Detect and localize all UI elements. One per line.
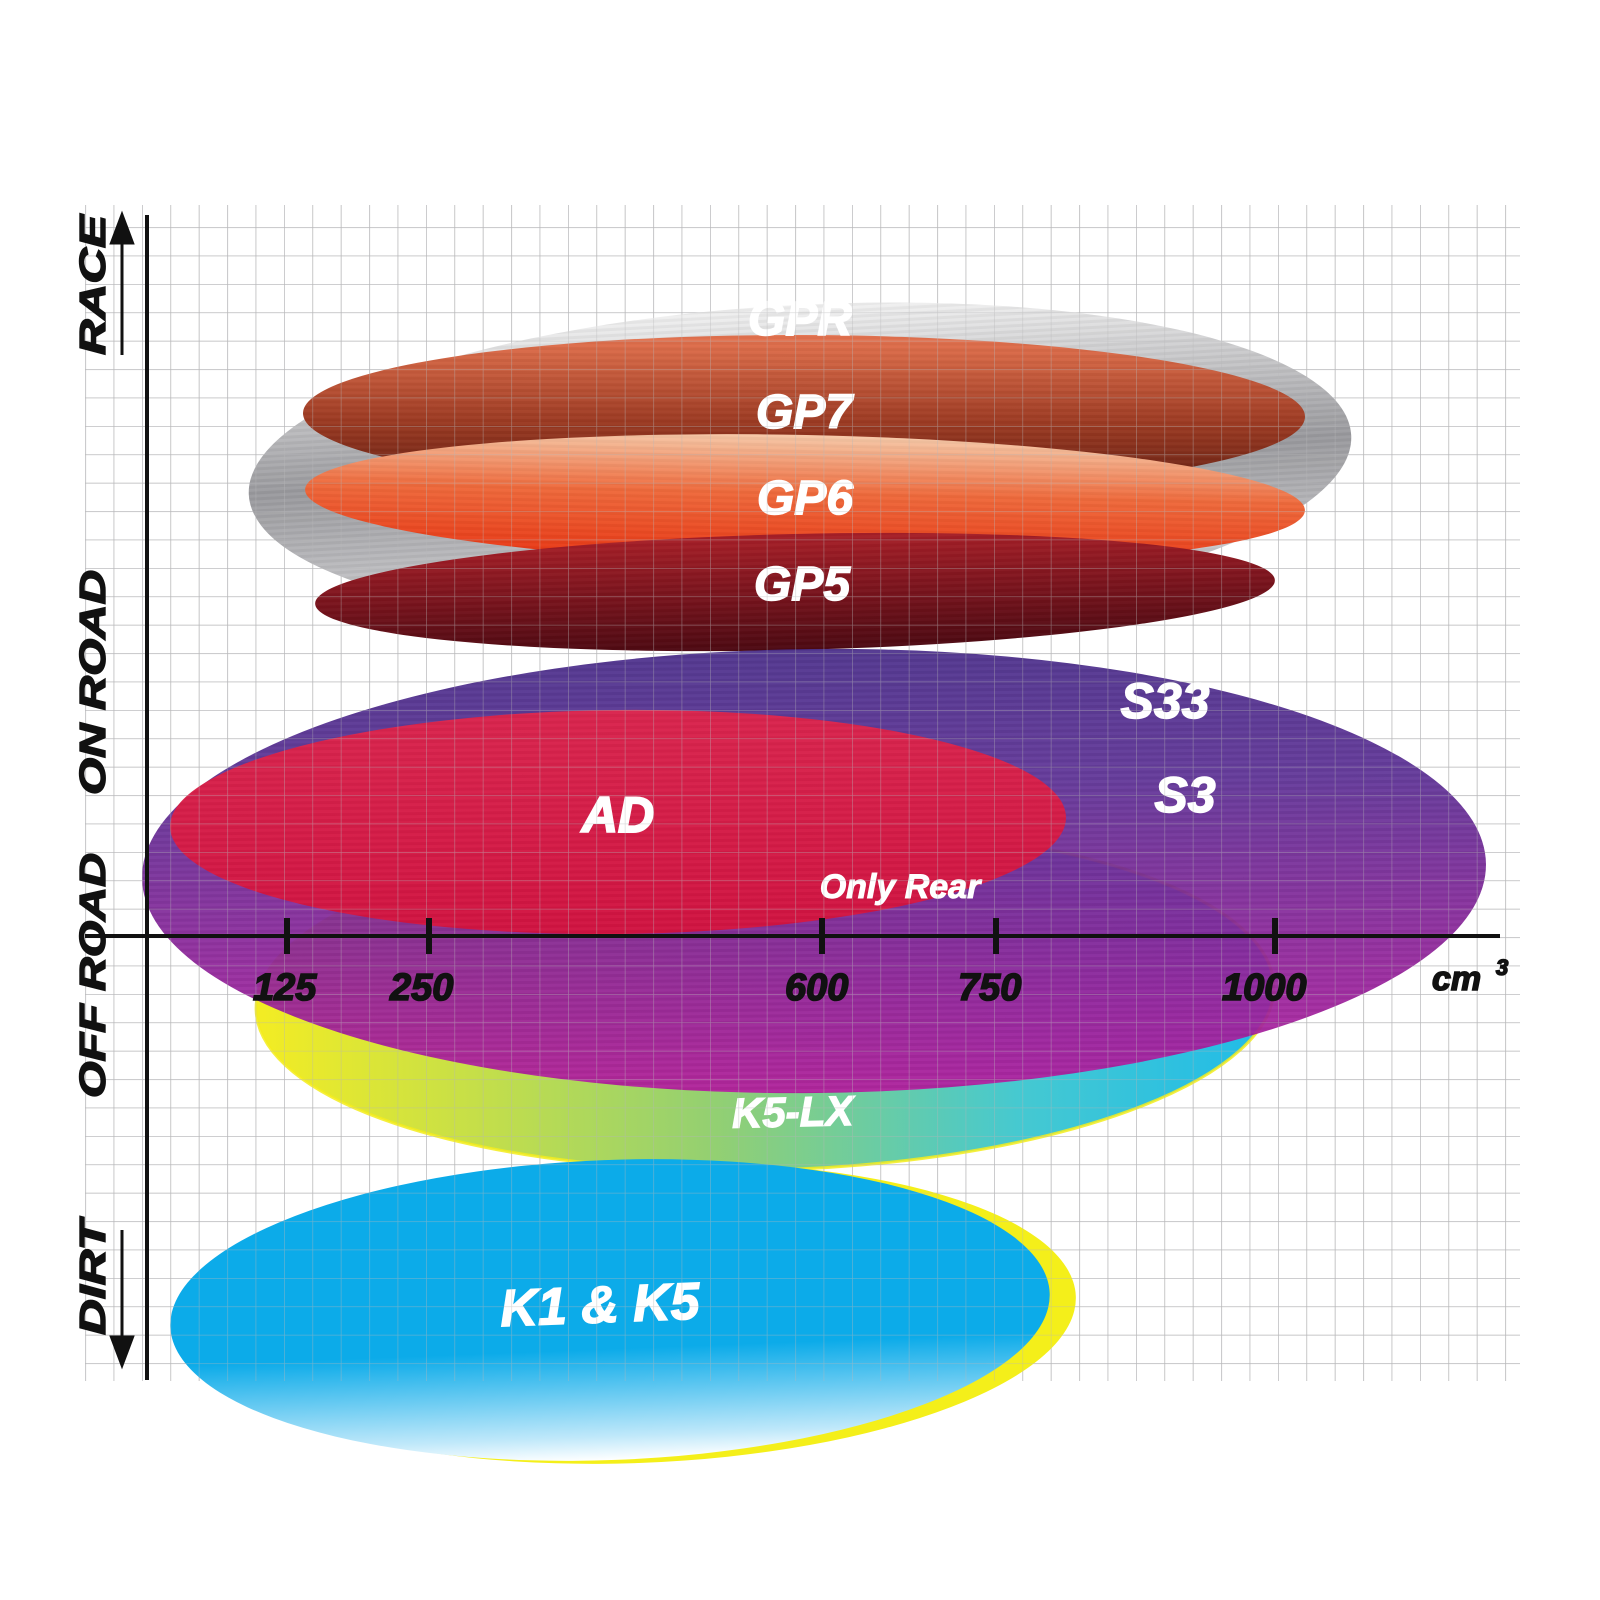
svg-text:DIRT: DIRT [72, 1216, 113, 1335]
svg-text:600: 600 [785, 967, 848, 1009]
svg-text:3: 3 [1496, 955, 1508, 980]
svg-text:cm: cm [1432, 960, 1481, 998]
svg-text:125: 125 [253, 967, 317, 1009]
svg-text:ON ROAD: ON ROAD [72, 570, 113, 795]
svg-text:750: 750 [958, 967, 1021, 1009]
svg-text:250: 250 [389, 967, 453, 1009]
svg-text:OFF ROAD: OFF ROAD [72, 853, 113, 1098]
svg-text:RACE: RACE [72, 214, 113, 355]
svg-text:1000: 1000 [1222, 967, 1307, 1009]
